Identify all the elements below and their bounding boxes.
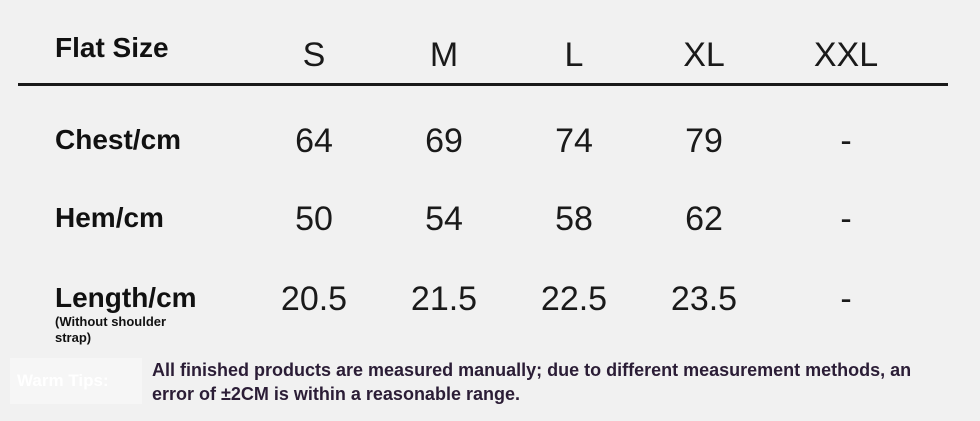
header-label: Flat Size (55, 32, 169, 63)
cell-value: 21.5 (410, 280, 478, 318)
tips-text: All finished products are measured manua… (152, 360, 912, 404)
header-rule (18, 83, 948, 86)
cell-value: 62 (685, 200, 723, 238)
row-note: (Without shoulder strap) (55, 314, 167, 345)
row-label: Hem/cm (55, 202, 164, 233)
cell-value: 79 (685, 122, 723, 160)
size-header: S (302, 36, 326, 74)
cell-value: - (840, 280, 852, 318)
size-header: L (564, 36, 584, 74)
tips-label-bg (10, 358, 142, 404)
size-header: M (429, 36, 459, 74)
cell-value: 74 (555, 122, 593, 160)
cell-value: 54 (425, 200, 463, 238)
cell-value: 69 (425, 122, 463, 160)
cell-value: 58 (555, 200, 593, 238)
cell-value: - (840, 122, 852, 160)
cell-value: - (840, 200, 852, 238)
row-label: Chest/cm (55, 124, 182, 155)
cell-value: 22.5 (540, 280, 608, 318)
size-header: XL (683, 36, 725, 74)
row-label: Length/cm (55, 282, 197, 313)
cell-value: 50 (295, 200, 333, 238)
tips-label: Warm Tips: (17, 371, 109, 390)
size-header: XXL (813, 36, 879, 74)
cell-value: 23.5 (670, 280, 738, 318)
cell-value: 20.5 (280, 280, 348, 318)
cell-value: 64 (295, 122, 333, 160)
